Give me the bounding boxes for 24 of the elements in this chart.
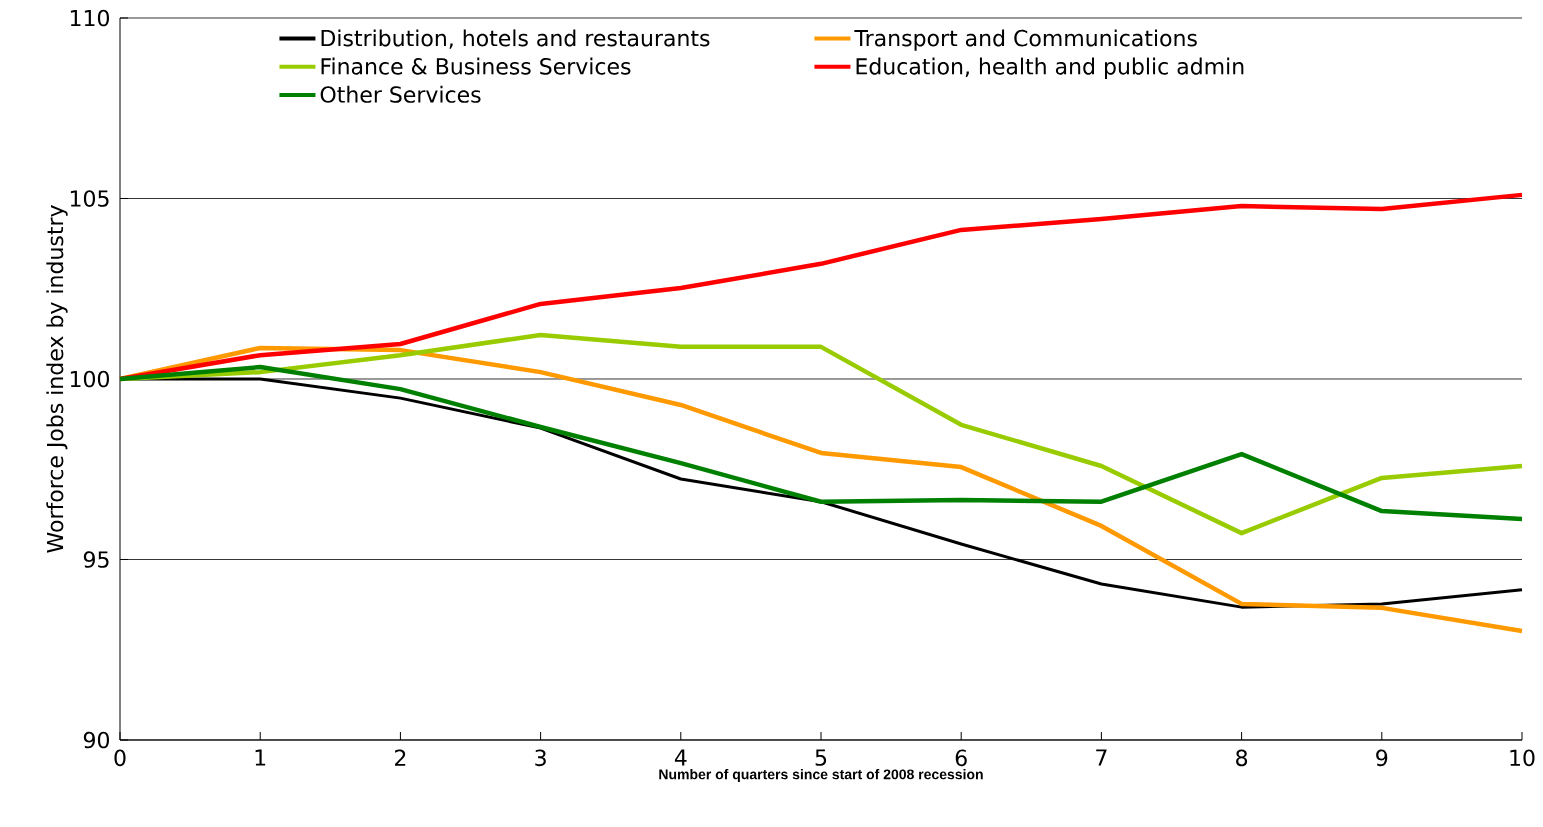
x-axis-title: Number of quarters since start of 2008 recession <box>659 769 983 783</box>
x-tick-label: 4 <box>674 749 687 766</box>
y-tick-label: 105 <box>70 190 109 207</box>
x-tick-label: 6 <box>955 749 967 767</box>
legend-label: Finance & Business Services <box>321 57 631 75</box>
y-axis-title: Worforce Jobs index by industry <box>46 205 68 553</box>
x-tick-label: 1 <box>255 749 266 766</box>
x-tick-label: 8 <box>1236 749 1248 767</box>
y-tick-label: 110 <box>70 9 109 27</box>
x-tick-label: 10 <box>1510 749 1535 767</box>
legend-label: Distribution, hotels and restaurants <box>321 29 710 49</box>
x-tick-label: 3 <box>535 749 546 767</box>
x-tick-label: 0 <box>114 749 126 767</box>
x-tick-label: 2 <box>395 749 406 766</box>
x-tick-label: 7 <box>1096 749 1107 766</box>
legend-label: Education, health and public admin <box>856 57 1244 79</box>
y-tick-label: 100 <box>70 370 109 388</box>
x-tick-label: 5 <box>815 749 827 766</box>
legend-label: Other Services <box>320 85 481 103</box>
y-tick-label: 95 <box>83 551 109 568</box>
x-tick-label: 9 <box>1376 749 1388 767</box>
legend-label: Transport and Communications <box>854 29 1197 51</box>
y-tick-label: 90 <box>83 731 110 749</box>
line-series <box>117 364 1525 522</box>
